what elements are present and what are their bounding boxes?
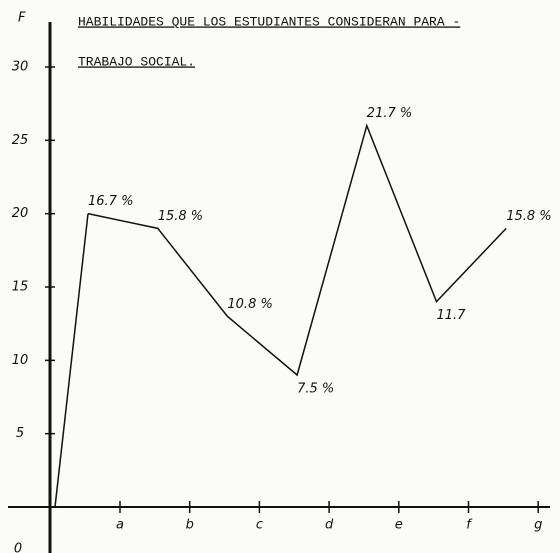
y-tick-label: 5 <box>16 426 24 441</box>
x-tick-label: f <box>466 518 473 533</box>
point-label: 7.5 % <box>297 382 334 397</box>
y-tick-label: 10 <box>12 353 29 368</box>
point-label: 10.8 % <box>227 297 272 312</box>
x-tick-label: b <box>186 518 194 533</box>
point-label: 16.7 % <box>88 194 133 209</box>
chart-title: HABILIDADES QUE LOS ESTUDIANTES CONSIDER… <box>78 14 460 29</box>
y-tick-label: 15 <box>12 280 29 295</box>
y-tick-label: 30 <box>12 60 29 75</box>
x-tick-label: d <box>325 518 334 533</box>
chart-title: TRABAJO SOCIAL. <box>78 54 195 69</box>
point-label: 21.7 % <box>367 106 412 121</box>
line <box>87 123 507 377</box>
y-tick-label: 20 <box>12 206 29 221</box>
y-tick-label: 0 <box>14 542 22 553</box>
x-tick-label: g <box>534 518 542 533</box>
point-label: 15.8 % <box>158 209 203 224</box>
x-tick-label: a <box>116 518 124 533</box>
y-axis-label: F <box>18 11 26 26</box>
line-start <box>54 213 89 508</box>
x-tick-label: c <box>256 518 263 533</box>
point-label: 15.8 % <box>506 209 551 224</box>
y-tick-label: 25 <box>12 133 29 148</box>
x-tick-label: e <box>395 518 403 533</box>
point-label: 11.7 <box>437 308 467 323</box>
